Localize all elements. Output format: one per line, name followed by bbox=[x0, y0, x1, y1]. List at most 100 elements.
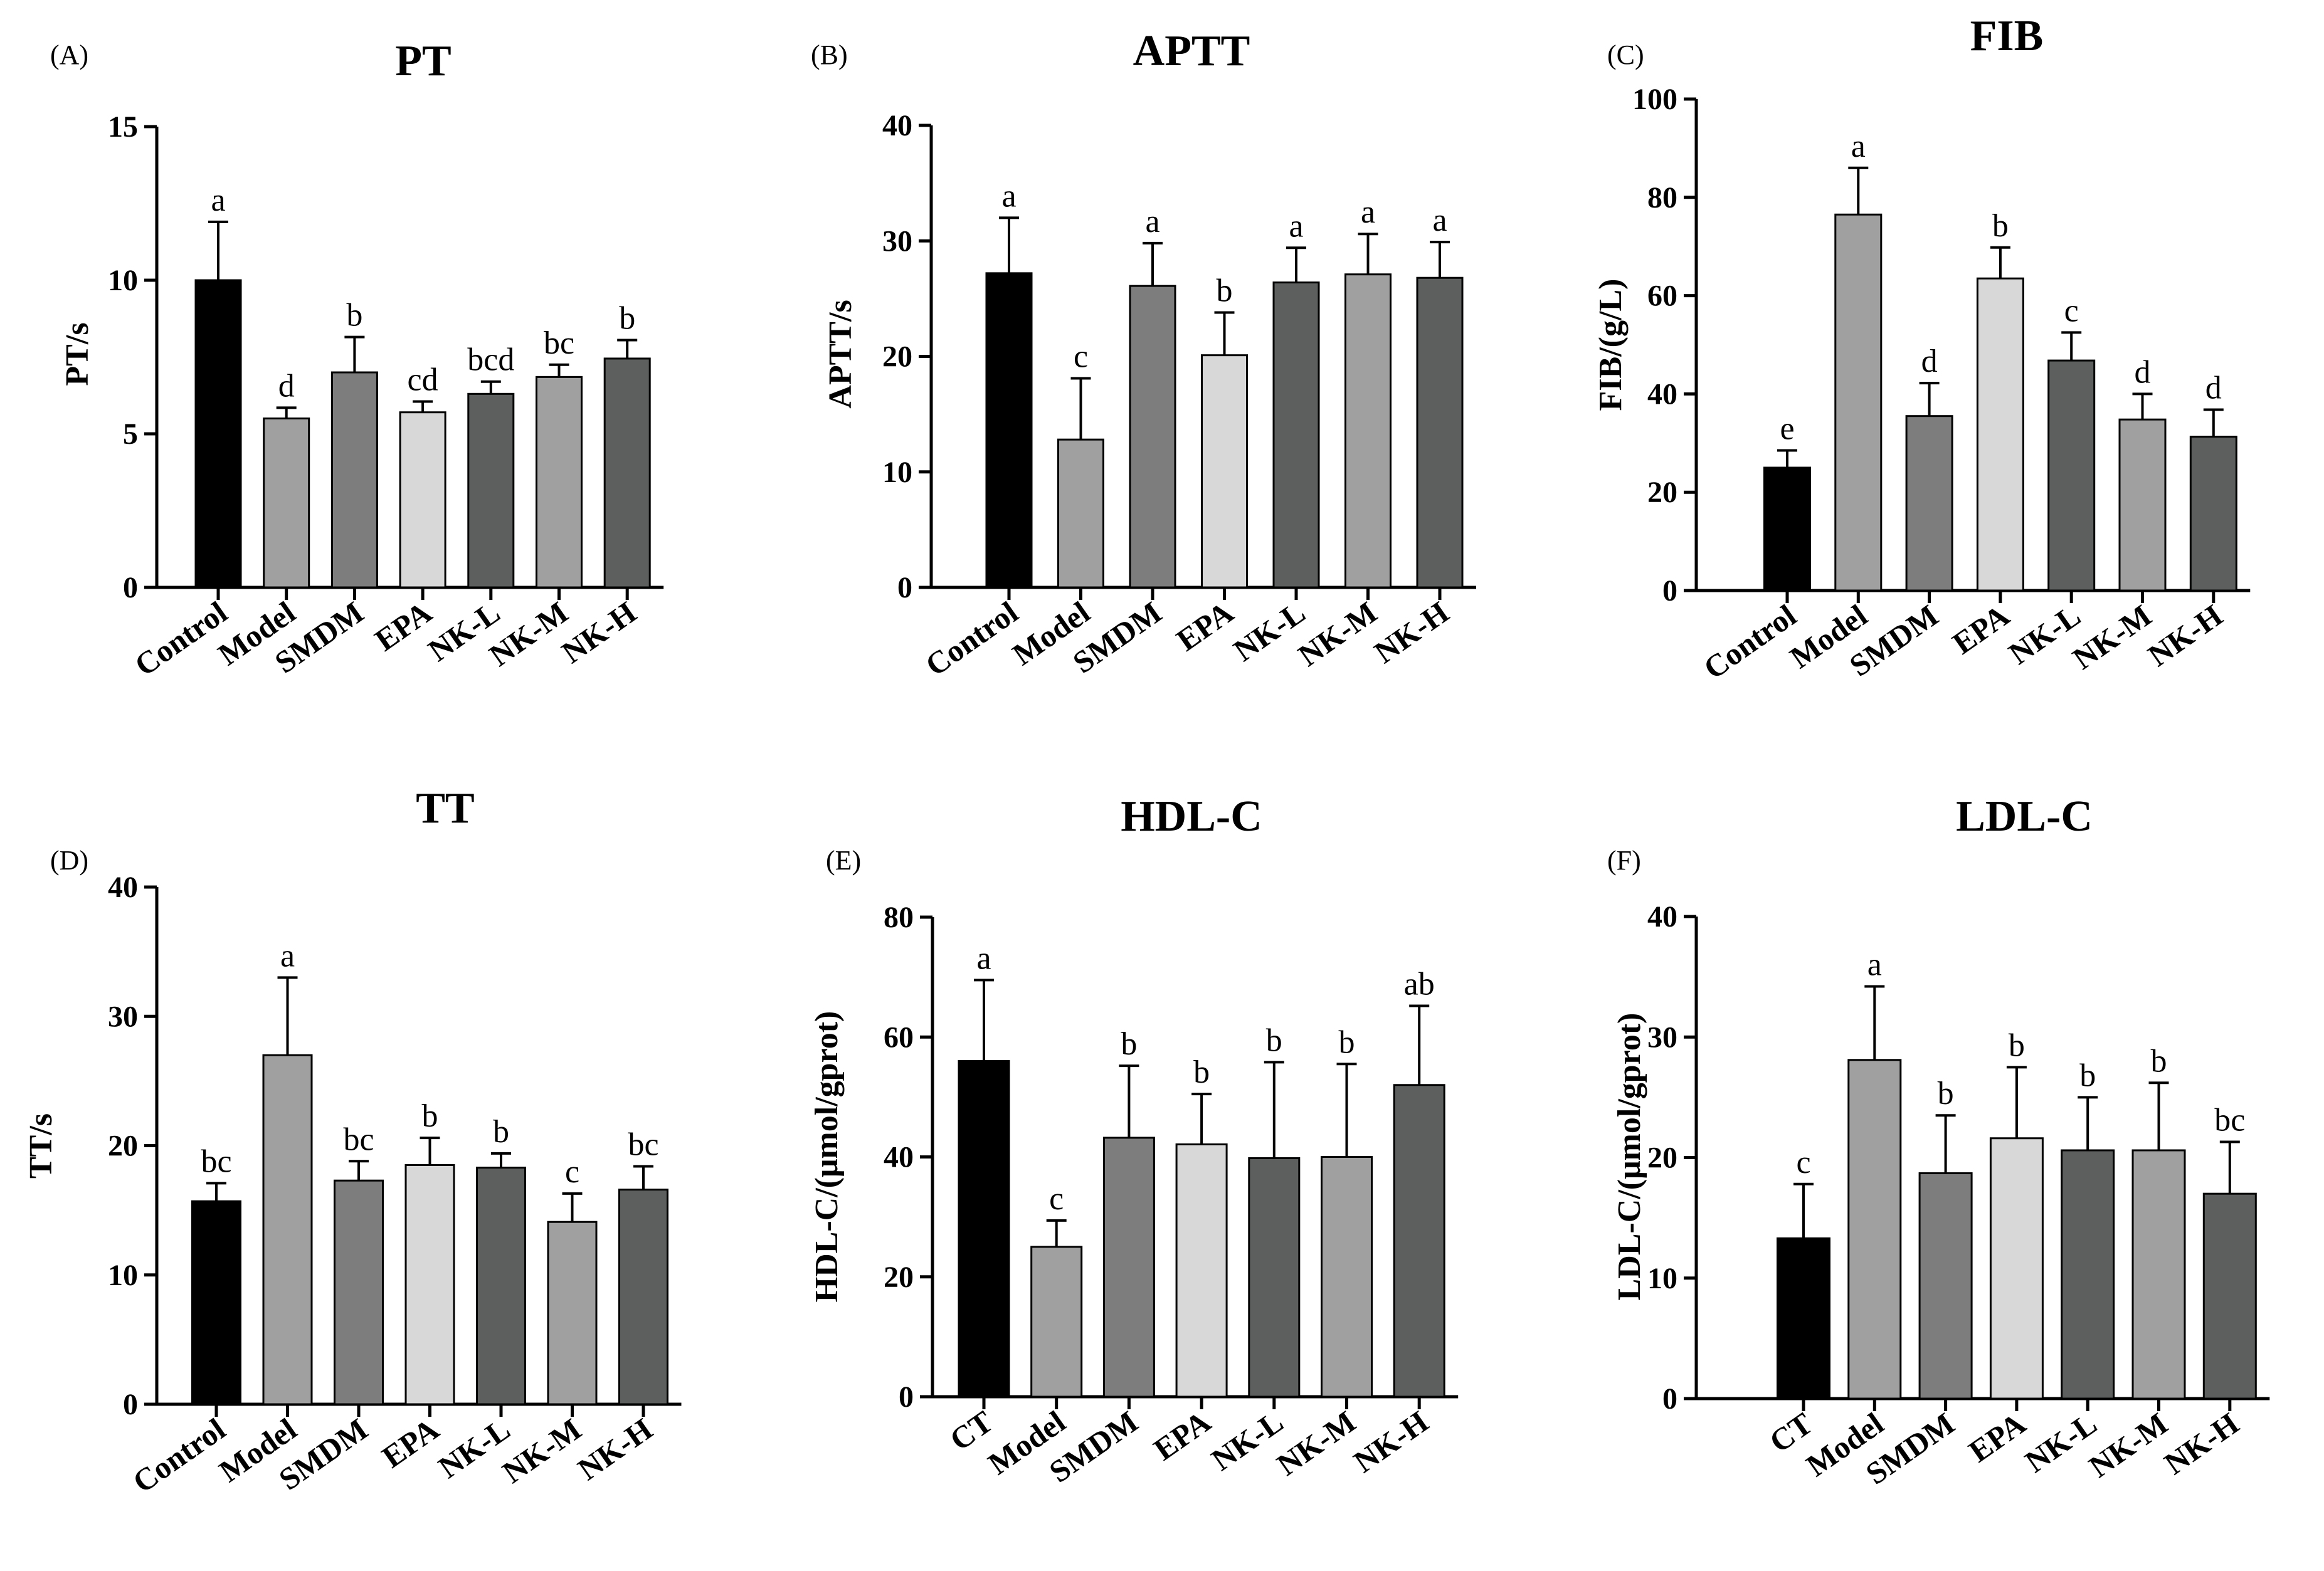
y-axis-label: LDL-C/(μmol/gprot) bbox=[1612, 1013, 1647, 1301]
y-tick-label: 30 bbox=[1647, 1021, 1677, 1054]
significance-letter: a bbox=[211, 182, 225, 218]
significance-letter: c bbox=[1074, 339, 1088, 375]
significance-letter: a bbox=[1289, 208, 1303, 244]
y-axis-label: APTT/s bbox=[823, 300, 858, 408]
category-label: NK-H bbox=[555, 594, 642, 670]
y-axis-label: PT/s bbox=[60, 322, 95, 386]
category-label: NK-L bbox=[2019, 1405, 2103, 1479]
bar bbox=[1763, 466, 1811, 592]
significance-letter: cd bbox=[408, 362, 438, 398]
y-tick-label: 20 bbox=[108, 1130, 138, 1163]
chart-title: LDL-C bbox=[1956, 792, 2093, 841]
chart-title: HDL-C bbox=[1121, 792, 1262, 841]
bar bbox=[1129, 285, 1176, 589]
bar bbox=[1989, 1137, 2044, 1400]
chart-title: PT bbox=[395, 37, 451, 85]
y-tick-label: 40 bbox=[1647, 900, 1677, 933]
bar bbox=[1344, 273, 1392, 589]
bar bbox=[2189, 436, 2237, 592]
y-tick-label: 20 bbox=[884, 1261, 914, 1294]
panel-label: (B) bbox=[811, 39, 848, 70]
category-label: NK-M bbox=[496, 1411, 588, 1490]
significance-letter: b bbox=[1217, 273, 1233, 308]
category-label: NK-H bbox=[571, 1411, 658, 1487]
y-axis-label: FIB/(g/L) bbox=[1593, 279, 1629, 411]
significance-letter: b bbox=[1121, 1026, 1137, 1062]
significance-letter: d bbox=[2205, 370, 2222, 406]
chart-panel: (C) FIBFIB/(g/L)020406080100eControlaMode… bbox=[1593, 12, 2251, 686]
category-label: EPA bbox=[1147, 1404, 1217, 1467]
bar bbox=[467, 392, 515, 589]
bar bbox=[1847, 1059, 1902, 1400]
significance-letter: b bbox=[1339, 1024, 1355, 1060]
category-label: EPA bbox=[376, 1411, 445, 1474]
bar bbox=[958, 1060, 1010, 1398]
significance-letter: b bbox=[1992, 208, 2009, 244]
significance-letter: c bbox=[565, 1154, 579, 1190]
bar bbox=[1248, 1157, 1301, 1398]
bar bbox=[194, 279, 242, 589]
y-tick-label: 0 bbox=[123, 1388, 138, 1421]
y-tick-label: 0 bbox=[899, 1380, 914, 1414]
bar bbox=[1272, 281, 1320, 589]
bar bbox=[2118, 418, 2167, 592]
significance-letter: bc bbox=[544, 325, 574, 361]
y-tick-label: 20 bbox=[1647, 476, 1677, 509]
significance-letter: b bbox=[1266, 1022, 1282, 1058]
category-label: NK-H bbox=[2142, 597, 2229, 673]
chart-title: FIB bbox=[1970, 12, 2044, 60]
category-label: NK-M bbox=[2066, 597, 2158, 676]
y-tick-label: 5 bbox=[123, 418, 138, 451]
bar bbox=[399, 411, 446, 589]
significance-letter: bcd bbox=[467, 342, 514, 378]
bar bbox=[1918, 1172, 1973, 1400]
chart-title: APTT bbox=[1133, 27, 1250, 75]
significance-letter: bc bbox=[343, 1122, 374, 1157]
significance-letter: bc bbox=[2214, 1103, 2245, 1138]
y-tick-label: 10 bbox=[108, 1259, 138, 1292]
significance-letter: a bbox=[1001, 178, 1016, 214]
bar bbox=[1175, 1143, 1228, 1398]
bar bbox=[404, 1164, 455, 1405]
significance-letter: c bbox=[2064, 293, 2079, 328]
chart-panel: (D)TTTT/s010203040bcControlaModelbcSMDMb… bbox=[23, 784, 682, 1500]
y-tick-label: 10 bbox=[108, 264, 138, 297]
chart-panel: (E)HDL-CHDL-C/(μmol/gprot)020406080aCTcM… bbox=[809, 792, 1459, 1490]
category-label: Control bbox=[126, 1411, 231, 1500]
category-label: EPA bbox=[1170, 594, 1240, 658]
panel-label: (F) bbox=[1607, 845, 1641, 876]
bar bbox=[2202, 1192, 2257, 1400]
category-label: EPA bbox=[1946, 597, 2015, 661]
y-tick-label: 30 bbox=[108, 1000, 138, 1033]
significance-letter: b bbox=[1938, 1076, 1954, 1111]
y-axis-label: TT/s bbox=[23, 1113, 59, 1179]
chart-panel: (B) APTTAPTT/s010203040aControlcModelaSMD… bbox=[811, 27, 1476, 683]
y-tick-label: 40 bbox=[884, 1141, 914, 1174]
significance-letter: a bbox=[1145, 204, 1159, 239]
bar bbox=[1057, 438, 1104, 589]
category-label: NK-M bbox=[1270, 1404, 1362, 1483]
y-tick-label: 60 bbox=[1647, 280, 1677, 313]
significance-letter: a bbox=[1432, 202, 1447, 238]
y-tick-label: 10 bbox=[1647, 1262, 1677, 1295]
bar bbox=[603, 357, 651, 589]
y-tick-label: 40 bbox=[1647, 377, 1677, 411]
significance-letter: c bbox=[1049, 1181, 1064, 1217]
panel-label: (C) bbox=[1607, 39, 1644, 70]
y-tick-label: 0 bbox=[1662, 1382, 1677, 1416]
bar bbox=[1777, 1237, 1830, 1400]
significance-letter: b bbox=[2151, 1043, 2167, 1079]
category-label: NK-L bbox=[2002, 597, 2087, 671]
significance-letter: b bbox=[619, 301, 635, 337]
chart-panel: (A) PTPT/s051015aControldModelbSMDMcdEPAb… bbox=[50, 37, 664, 683]
bar bbox=[2061, 1149, 2115, 1400]
y-tick-label: 15 bbox=[108, 110, 138, 144]
category-label: NK-L bbox=[1205, 1404, 1290, 1478]
category-label: NK-L bbox=[432, 1411, 517, 1485]
bar bbox=[1393, 1084, 1445, 1398]
significance-letter: d bbox=[278, 368, 295, 404]
y-tick-label: 0 bbox=[123, 571, 138, 604]
bar bbox=[1102, 1137, 1155, 1398]
bar bbox=[262, 1054, 313, 1405]
